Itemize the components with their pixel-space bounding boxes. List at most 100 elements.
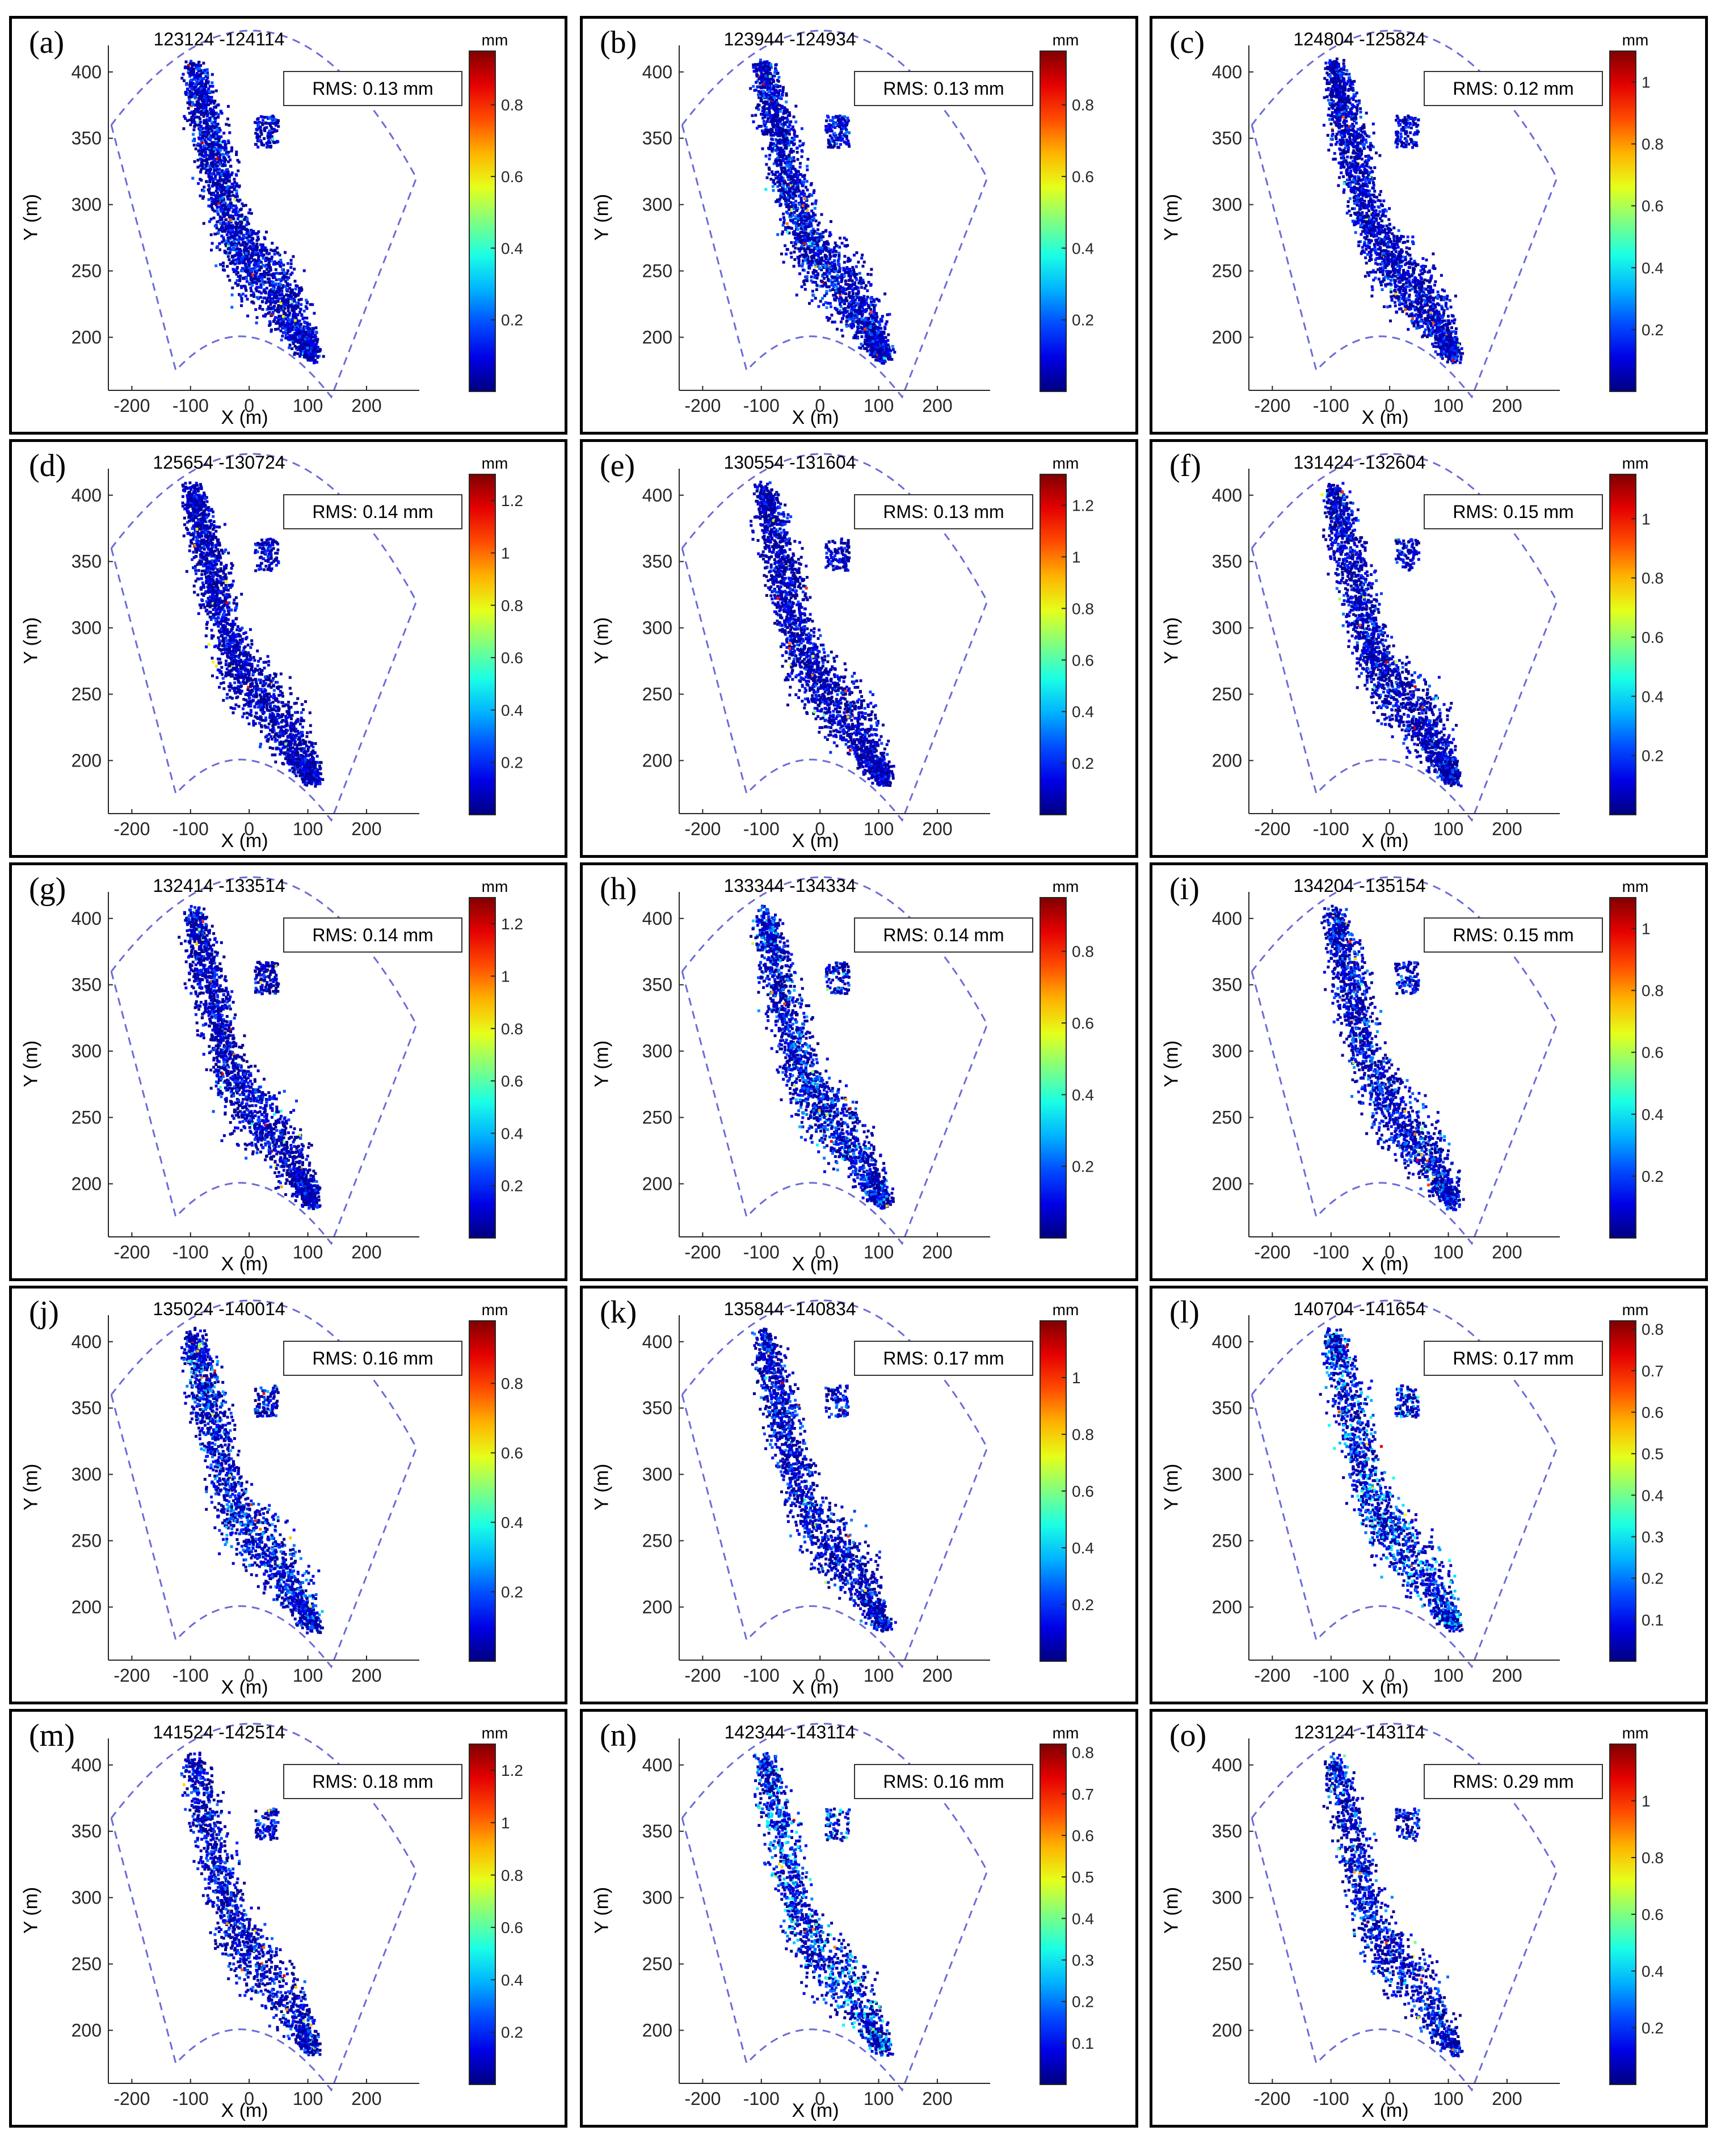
scatter-point <box>210 204 213 208</box>
scatter-point <box>205 148 209 150</box>
scatter-point <box>204 159 207 163</box>
scatter-point <box>266 296 270 300</box>
scatter-point <box>263 264 267 268</box>
scatter-point <box>775 69 778 72</box>
scatter-point <box>785 222 789 225</box>
scatter-point <box>245 223 248 226</box>
scatter-point <box>315 360 318 364</box>
scatter-point <box>226 185 230 188</box>
scatter-point <box>763 115 767 119</box>
scatter-point <box>263 273 267 276</box>
scatter-point <box>287 276 291 279</box>
scatter-point <box>230 173 233 176</box>
scatter-point <box>277 119 280 123</box>
scatter-point <box>269 133 272 136</box>
scatter-point <box>305 307 309 310</box>
scatter-point <box>291 340 294 343</box>
scatter-point <box>228 173 230 176</box>
scatter-point <box>880 338 883 341</box>
scatter-point <box>275 262 279 265</box>
scatter-point <box>229 218 232 222</box>
scatter-point <box>762 93 765 96</box>
scatter-point <box>293 312 297 315</box>
scatter-point <box>843 237 846 240</box>
scatter-point <box>204 106 207 109</box>
scatter-point <box>214 124 217 128</box>
scatter-point <box>218 161 221 164</box>
scatter-point <box>834 137 838 140</box>
scatter-point <box>212 216 216 220</box>
scatter-point <box>849 296 852 300</box>
scatter-point <box>311 353 314 357</box>
scatter-point <box>840 136 844 138</box>
scatter-point <box>770 119 773 123</box>
scatter-point <box>839 311 842 315</box>
scatter-point <box>871 336 874 340</box>
scatter-point <box>848 270 851 273</box>
scatter-point <box>199 137 203 140</box>
scatter-point <box>294 315 298 318</box>
scatter-point <box>204 110 208 113</box>
scatter-point <box>781 191 785 195</box>
scatter-point <box>230 243 234 246</box>
scatter-point <box>787 198 790 201</box>
scatter-point <box>798 203 801 206</box>
scatter-point <box>300 298 303 301</box>
scatter-point <box>853 334 857 337</box>
scatter-point <box>776 125 779 128</box>
scatter-point <box>247 246 251 250</box>
scatter-point <box>228 192 231 195</box>
scatter-point <box>202 222 205 225</box>
scatter-point <box>806 271 810 274</box>
scatter-point <box>203 130 207 134</box>
scatter-point <box>243 258 247 261</box>
scatter-point <box>216 210 219 214</box>
scatter-point <box>256 145 260 149</box>
scatter-point <box>771 130 774 133</box>
scatter-point <box>255 296 259 299</box>
scatter-point <box>755 127 759 130</box>
scatter-point <box>833 259 836 262</box>
scatter-point <box>794 187 798 190</box>
scatter-point <box>814 213 817 217</box>
scatter-point <box>215 132 218 135</box>
scatter-point <box>295 318 298 322</box>
scatter-point <box>262 119 264 122</box>
scatter-point <box>211 207 214 210</box>
scatter-point <box>222 264 225 268</box>
scatter-point <box>766 88 769 91</box>
scatter-point <box>785 146 788 149</box>
scatter-point <box>260 243 264 247</box>
scatter-point <box>847 273 851 276</box>
scatter-point <box>789 201 793 204</box>
scatter-point <box>870 268 873 271</box>
scatter-point <box>851 266 855 269</box>
scatter-point <box>241 237 245 241</box>
scatter-point <box>849 309 853 312</box>
scatter-point <box>228 124 231 127</box>
scatter-point <box>834 298 837 302</box>
scatter-point <box>311 331 314 334</box>
scatter-point <box>779 203 782 206</box>
scatter-point <box>787 203 790 206</box>
scatter-point <box>245 236 249 239</box>
scatter-point <box>288 283 292 287</box>
scatter-point <box>853 281 857 284</box>
scatter-point <box>205 132 208 134</box>
scatter-point <box>798 140 802 143</box>
scatter-point <box>272 260 276 264</box>
scatter-point <box>296 313 300 317</box>
scatter-point <box>861 327 864 330</box>
scatter-point <box>790 184 793 187</box>
scatter-point <box>768 103 771 106</box>
scatter-point <box>265 256 268 260</box>
scatter-point <box>229 202 233 205</box>
scatter-point <box>202 61 205 65</box>
scatter-point <box>776 72 779 75</box>
scatter-point <box>209 138 212 142</box>
scatter-point <box>300 313 304 317</box>
scatter-point <box>827 145 830 149</box>
scatter-point <box>251 277 255 280</box>
scatter-point <box>245 277 248 280</box>
scatter-point <box>220 186 223 189</box>
